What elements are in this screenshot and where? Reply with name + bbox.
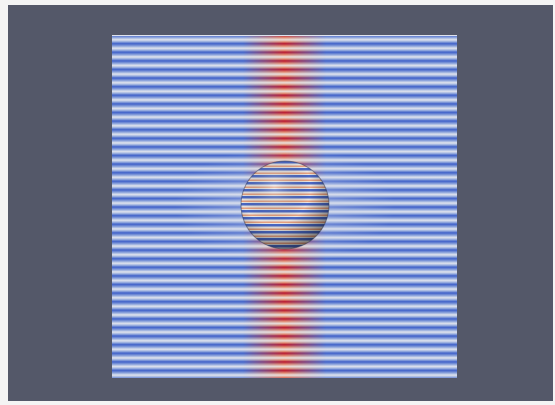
page-body [0,0,555,405]
sphere [241,161,329,249]
render-view [0,0,555,405]
page: {} html, body { margin: 0; padding: 0; w… [0,0,555,405]
